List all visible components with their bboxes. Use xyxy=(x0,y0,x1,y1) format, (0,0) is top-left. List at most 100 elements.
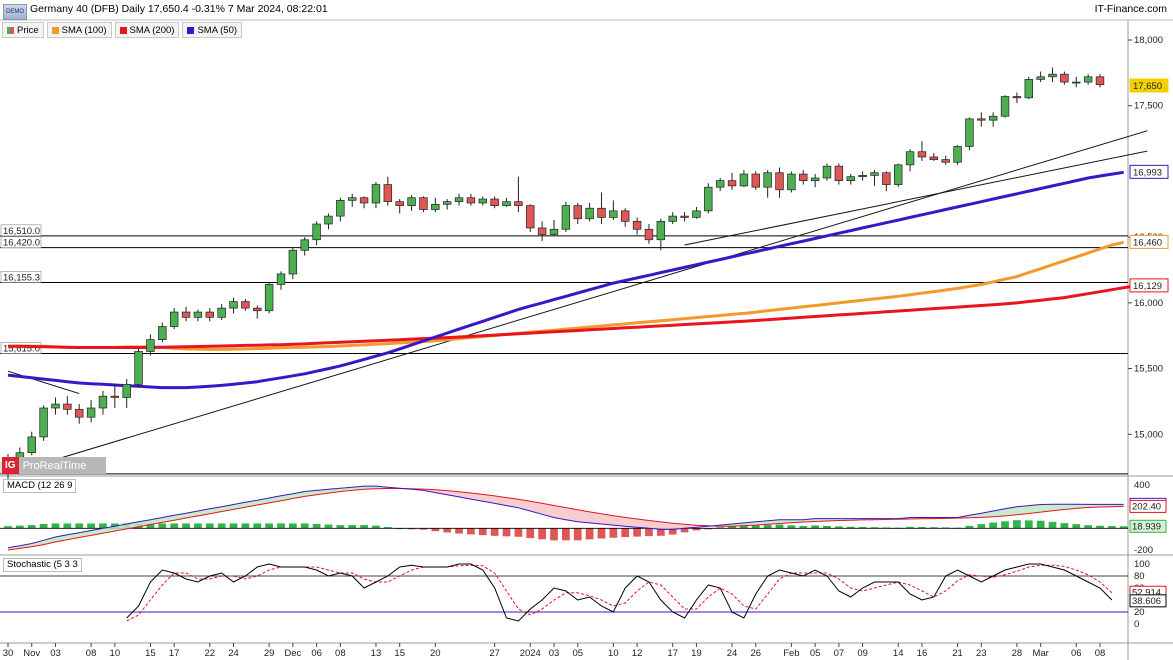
macd-histogram-bar xyxy=(668,528,677,535)
candle-up xyxy=(609,210,618,218)
time-tick-label: 15 xyxy=(394,648,405,659)
candle-up xyxy=(193,311,203,318)
candle-down xyxy=(644,228,654,241)
candle-up xyxy=(324,215,333,225)
stochastic-tick-label: 0 xyxy=(1134,619,1139,630)
time-tick-label: 16 xyxy=(917,648,928,659)
candle-down xyxy=(205,311,214,318)
legend-item-price[interactable]: Price xyxy=(2,22,44,38)
candle-up xyxy=(1024,79,1033,99)
macd-histogram-bar xyxy=(562,528,570,541)
macd-histogram-bar xyxy=(289,523,297,529)
candle-up xyxy=(348,197,357,201)
candle-up xyxy=(988,115,998,121)
candle-up xyxy=(953,146,962,163)
legend-item-sma100[interactable]: SMA (100) xyxy=(46,22,112,38)
time-tick-label: 17 xyxy=(169,648,180,659)
macd-value-box xyxy=(1129,499,1167,513)
macd-histogram-bar xyxy=(1108,526,1116,529)
candle-down xyxy=(834,165,844,181)
candle-down xyxy=(419,197,428,210)
candle-up xyxy=(763,172,772,188)
price-value-box xyxy=(1129,164,1169,179)
time-tick-label: 19 xyxy=(691,648,702,659)
time-tick-label: Dec xyxy=(284,648,301,659)
price-tick-label: 17,500 xyxy=(1134,101,1163,112)
macd-histogram-bar xyxy=(740,525,748,529)
macd-histogram-bar xyxy=(1036,520,1045,529)
candle-up xyxy=(276,273,286,285)
candle-up xyxy=(894,164,903,185)
candle-up xyxy=(1048,73,1057,78)
candle-up xyxy=(86,407,96,418)
sma200-swatch xyxy=(119,26,127,34)
legend-item-sma200[interactable]: SMA (200) xyxy=(114,22,180,38)
stochastic-value-box xyxy=(1129,594,1167,608)
candle-down xyxy=(63,403,72,410)
macd-histogram-bar xyxy=(870,527,879,529)
candle-down xyxy=(75,408,84,418)
candle-down xyxy=(621,210,630,222)
candle-down xyxy=(882,172,891,185)
macd-histogram-bar xyxy=(633,528,641,537)
watermark-text: ProRealTime xyxy=(22,459,87,472)
candle-up xyxy=(870,172,879,176)
macd-histogram-bar xyxy=(300,523,309,529)
legend-label: SMA (50) xyxy=(197,24,238,36)
stochastic-tick-label: 100 xyxy=(1134,559,1150,570)
time-tick-label: 05 xyxy=(572,648,583,659)
macd-fill xyxy=(625,517,638,528)
candle-down xyxy=(680,215,689,218)
legend-item-sma50[interactable]: SMA (50) xyxy=(182,22,243,38)
macd-fill xyxy=(8,545,20,550)
macd-histogram-bar xyxy=(1024,520,1033,529)
candle-up xyxy=(169,311,179,327)
macd-fill xyxy=(530,501,543,515)
macd-histogram-bar xyxy=(324,524,333,529)
candle-up xyxy=(846,176,855,181)
macd-value-label: 202.40 xyxy=(1132,501,1161,512)
time-tick-label: 07 xyxy=(834,648,845,659)
ig-badge: IG xyxy=(2,457,19,474)
candle-down xyxy=(632,221,642,230)
candle-up xyxy=(158,326,167,341)
candle-down xyxy=(181,311,191,318)
time-tick-label: 03 xyxy=(549,648,560,659)
candle-up xyxy=(822,165,832,179)
candle-down xyxy=(253,307,262,312)
macd-fill xyxy=(1028,504,1041,514)
macd-histogram-bar xyxy=(87,523,95,529)
trendline-minor xyxy=(684,150,1148,246)
macd-histogram-bar xyxy=(846,526,855,529)
macd-histogram-bar xyxy=(716,527,725,529)
time-tick-label: 22 xyxy=(204,648,215,659)
macd-fill xyxy=(672,523,685,530)
time-tick-label: 13 xyxy=(371,648,382,659)
candle-up xyxy=(300,239,309,251)
macd-value-label: 18.939 xyxy=(1132,521,1161,532)
level-label-box xyxy=(0,271,42,283)
macd-histogram-bar xyxy=(490,528,499,536)
macd-histogram-bar xyxy=(526,528,535,539)
candle-down xyxy=(537,227,547,235)
macd-fill xyxy=(648,520,661,530)
macd-histogram-bar xyxy=(645,528,653,537)
stochastic-d-line xyxy=(126,564,1113,622)
candle-down xyxy=(727,180,737,187)
macd-panel xyxy=(0,485,1128,551)
macd-histogram-bar xyxy=(158,523,167,529)
time-tick-label: 23 xyxy=(976,648,987,659)
candle-down xyxy=(751,173,760,188)
macd-histogram-bar xyxy=(39,524,48,529)
macd-histogram-bar xyxy=(811,525,819,529)
candle-up xyxy=(656,221,666,241)
candle-down xyxy=(775,172,784,191)
candle-down xyxy=(490,198,499,206)
level-label: 16,420.0 xyxy=(3,238,40,249)
macd-fill xyxy=(31,540,44,547)
macd-histogram-bar xyxy=(217,523,226,529)
candle-down xyxy=(929,156,939,160)
candle-up xyxy=(442,201,452,205)
macd-histogram-bar xyxy=(502,528,511,537)
